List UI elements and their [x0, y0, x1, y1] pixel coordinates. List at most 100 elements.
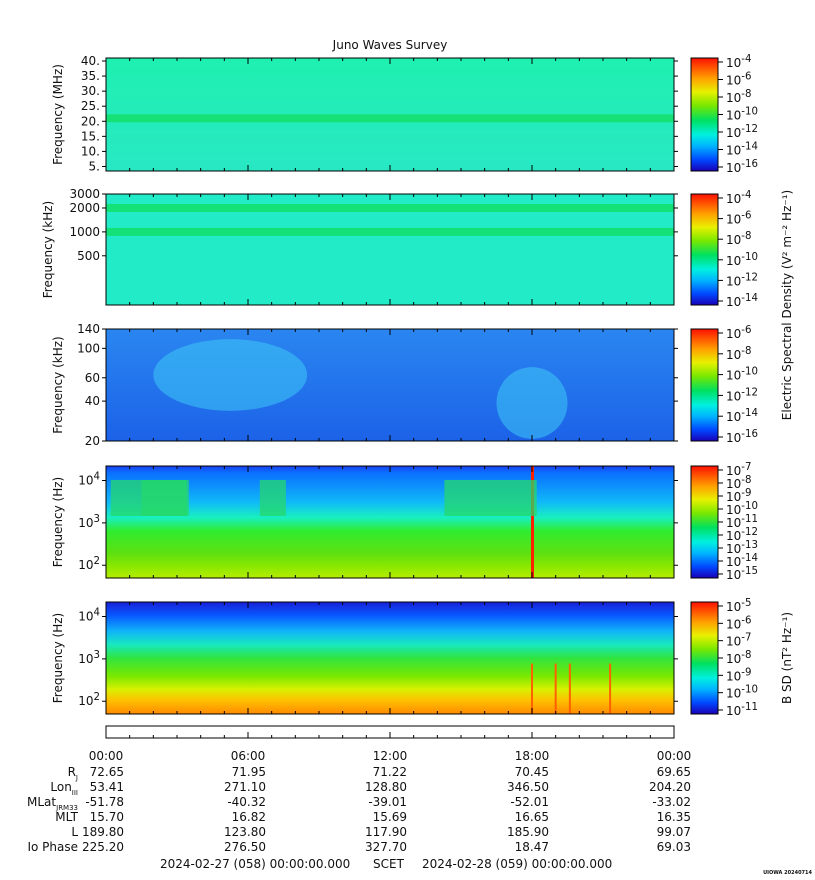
colorbar-tick-label: 10-6 — [726, 325, 751, 341]
burst-line — [531, 466, 534, 578]
y-tick-label: 1000 — [69, 225, 100, 239]
y-tick-label: 5. — [89, 159, 100, 173]
footer-end: 2024-02-28 (059) 00:00:00.000 — [422, 857, 612, 871]
colorbar-gradient — [690, 328, 719, 442]
ephemeris-value: 70.45 — [515, 765, 549, 779]
chart-title: Juno Waves Survey — [332, 38, 448, 52]
time-tick-label: 00:00 — [657, 749, 692, 763]
emission-band — [106, 227, 674, 236]
y-axis-label: Frequency (kHz) — [51, 336, 65, 433]
ephemeris-value: 276.50 — [224, 840, 266, 854]
y-axis-label: Frequency (kHz) — [41, 201, 55, 298]
y-tick-label: 60 — [85, 371, 100, 385]
y-tick-label: 40. — [81, 54, 100, 68]
colorbar-tick-label: 10-5 — [726, 598, 751, 614]
panel-5: 104 103 102 Frequency (Hz) — [51, 601, 678, 715]
colorbar-tick-label: 10-12 — [726, 387, 758, 403]
ephemeris-value: -51.78 — [85, 795, 124, 809]
colorbar-tick-label: 10-6 — [726, 615, 751, 631]
colorbar-tick-label: 10-14 — [726, 142, 758, 158]
colorbar-tick-label: 10-9 — [726, 667, 751, 683]
ephemeris-table: RJ 72.65 71.95 71.22 70.45 69.65 LonIII 53.41 27… — [27, 765, 691, 854]
ephemeris-value: 15.70 — [90, 810, 124, 824]
panel-3: 140 100 60 40 20 Frequency (kHz) — [51, 322, 678, 448]
ephemeris-label: RJ — [68, 765, 78, 782]
ephemeris-value: -39.01 — [368, 795, 407, 809]
y-tick-label: 2000 — [69, 201, 100, 215]
panels: 5.10.15.20.25.30.35.40. Frequency (MHz) 30… — [41, 54, 678, 715]
y-tick-label: 30. — [81, 84, 100, 98]
colorbar-tick-label: 10-10 — [726, 107, 758, 123]
y-tick-label: 10. — [81, 144, 100, 158]
colorbar-tick-label: 10-6 — [726, 211, 751, 227]
emission-patch — [496, 367, 568, 439]
ephemeris-value: 271.10 — [224, 780, 266, 794]
y-tick-label: 103 — [78, 650, 100, 666]
time-axis: 00:00 06:00 12:00 18:00 00:00 — [89, 725, 692, 763]
colorbar-tick-label: 10-8 — [726, 650, 751, 666]
ephemeris-label: MLT — [55, 810, 78, 824]
ephemeris-value: 189.80 — [82, 825, 124, 839]
colorbar-tick-label: 10-7 — [726, 633, 751, 649]
colorbar-tick-label: 10-15 — [726, 566, 758, 582]
ephemeris-value: 185.90 — [507, 825, 549, 839]
ephemeris-value: 123.80 — [224, 825, 266, 839]
ephemeris-value: 72.65 — [90, 765, 124, 779]
y-tick-label: 100 — [77, 341, 100, 355]
y-tick-label: 103 — [78, 514, 100, 530]
y-tick-label: 102 — [78, 556, 100, 572]
y-tick-label: 140 — [77, 322, 100, 336]
colorbar-tick-label: 10-8 — [726, 346, 751, 362]
colorbar-4: 10-710-810-910-1010-1110-1210-1310-1410-… — [690, 462, 758, 582]
y-tick-label: 500 — [77, 249, 100, 263]
ephemeris-value: 99.07 — [657, 825, 691, 839]
colorbar-tick-label: 10-11 — [726, 702, 758, 718]
colorbars: 10-410-610-810-1010-1210-1410-1610-410-6… — [690, 54, 758, 718]
colorbar-gradient — [690, 193, 719, 306]
emission-band — [106, 203, 674, 212]
emission-patch — [153, 339, 308, 411]
colorbar-tick-label: 10-12 — [726, 124, 758, 140]
burst-line — [609, 663, 612, 714]
colorbar-tick-label: 10-10 — [726, 252, 758, 268]
colorbar-tick-label: 10-16 — [726, 429, 758, 445]
colorbar-gradient — [690, 601, 719, 715]
colorbar-tick-label: 10-16 — [726, 159, 758, 175]
y-axis-label: Frequency (Hz) — [51, 477, 65, 568]
burst-line — [531, 663, 533, 714]
ephemeris-value: -33.02 — [652, 795, 691, 809]
spectrogram-bg — [106, 602, 674, 714]
panel-4: 104 103 102 Frequency (Hz) — [51, 465, 678, 579]
y-axis-label: Frequency (Hz) — [51, 613, 65, 704]
y-tick-label: 25. — [81, 99, 100, 113]
ephemeris-value: 71.95 — [232, 765, 266, 779]
colorbar-tick-label: 10-10 — [726, 685, 758, 701]
ephemeris-value: 69.03 — [657, 840, 691, 854]
ephemeris-label: LonIII — [50, 780, 78, 797]
colorbar-gradient — [690, 465, 719, 579]
time-tick-label: 06:00 — [231, 749, 266, 763]
ephemeris-value: -40.32 — [227, 795, 266, 809]
y-tick-label: 15. — [81, 129, 100, 143]
spectrogram-bg — [106, 194, 674, 305]
time-tick-label: 00:00 — [89, 749, 124, 763]
b-colorbar-label: B SD (nT² Hz⁻¹) — [780, 612, 794, 704]
ephemeris-value: 18.47 — [515, 840, 549, 854]
ephemeris-value: 16.65 — [515, 810, 549, 824]
colorbar-tick-label: 10-8 — [726, 231, 751, 247]
y-tick-label: 40 — [85, 394, 100, 408]
y-tick-label: 102 — [78, 692, 100, 708]
emission-band — [106, 114, 674, 123]
colorbar-tick-label: 10-4 — [726, 190, 751, 206]
y-axis-label: Frequency (MHz) — [51, 64, 65, 165]
ephemeris-value: 225.20 — [82, 840, 124, 854]
footer-start: 2024-02-27 (058) 00:00:00.000 — [160, 857, 350, 871]
colorbar-2: 10-4 10-6 10-8 10-10 10-12 10-14 — [690, 190, 758, 309]
colorbar-tick-label: 10-6 — [726, 72, 751, 88]
colorbar-3: 10-6 10-8 10-10 10-12 10-14 10-16 — [690, 325, 758, 445]
colorbar-tick-label: 10-14 — [726, 408, 758, 424]
